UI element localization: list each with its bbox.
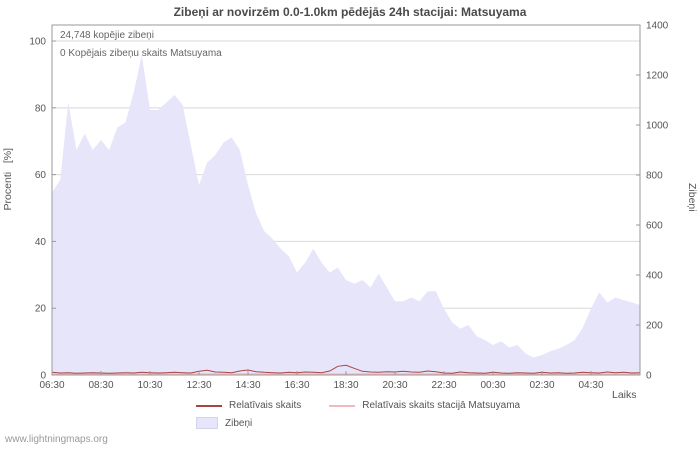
tick-label: 800 <box>646 171 663 182</box>
chart-title: Zibeņi ar novirzēm 0.0-1.0km pēdējās 24h… <box>173 5 527 19</box>
legend-line-relative-swatch <box>196 404 222 407</box>
legend-item-relative: Relatīvais skaits <box>196 400 301 411</box>
legend-label-relative-station: Relatīvais skaits stacijā Matsuyama <box>362 400 521 411</box>
tick-label: 08:30 <box>88 380 113 391</box>
area-zibeni <box>52 55 640 375</box>
watermark-link[interactable]: www.lightningmaps.org <box>5 434 108 445</box>
tick-label: 18:30 <box>333 380 358 391</box>
annotation-station-total: 0 Kopējais zibeņu skaits Matsuyama <box>60 48 222 59</box>
tick-label: 06:30 <box>39 380 64 391</box>
tick-label: 02:30 <box>529 380 554 391</box>
tick-label: 16:30 <box>284 380 309 391</box>
tick-label: 100 <box>29 37 46 48</box>
tick-label: 22:30 <box>431 380 456 391</box>
tick-label: 60 <box>35 170 47 181</box>
tick-label: 10:30 <box>137 380 162 391</box>
legend-item-relative-station: Relatīvais skaits stacijā Matsuyama <box>329 400 520 411</box>
tick-label: 12:30 <box>186 380 211 391</box>
tick-label: 20 <box>35 304 47 315</box>
legend-row-area: Zibeņi <box>196 417 548 429</box>
tick-label: 600 <box>646 221 663 232</box>
tick-label: 0 <box>646 371 652 382</box>
tick-label: 04:30 <box>578 380 603 391</box>
y-axis-label-right: Zibeņi <box>686 183 698 212</box>
legend-label-zibeni: Zibeņi <box>225 417 253 429</box>
tick-label: 200 <box>646 321 663 332</box>
tick-label: 00:30 <box>480 380 505 391</box>
tick-label: 400 <box>646 271 663 282</box>
x-axis-label: Laiks <box>612 389 637 401</box>
y-axis-label-left: Procenti [%] <box>2 148 14 211</box>
tick-label: 20:30 <box>382 380 407 391</box>
tick-label: 80 <box>35 103 47 114</box>
legend-row-lines: Relatīvais skaits Relatīvais skaits stac… <box>196 400 548 411</box>
legend-item-zibeni: Zibeņi <box>196 417 252 429</box>
legend-label-relative: Relatīvais skaits <box>229 400 302 411</box>
legend-area-swatch <box>196 417 218 429</box>
tick-label: 0 <box>40 371 46 382</box>
legend-line-station-swatch <box>329 404 356 407</box>
tick-label: 1400 <box>646 21 669 32</box>
tick-label: 40 <box>35 237 47 248</box>
tick-label: 1000 <box>646 121 669 132</box>
tick-label: 1200 <box>646 71 669 82</box>
annotation-total-strikes: 24,748 kopējie zibeņi <box>60 30 154 41</box>
tick-label: 14:30 <box>235 380 260 391</box>
legend: Relatīvais skaits Relatīvais skaits stac… <box>196 400 548 435</box>
